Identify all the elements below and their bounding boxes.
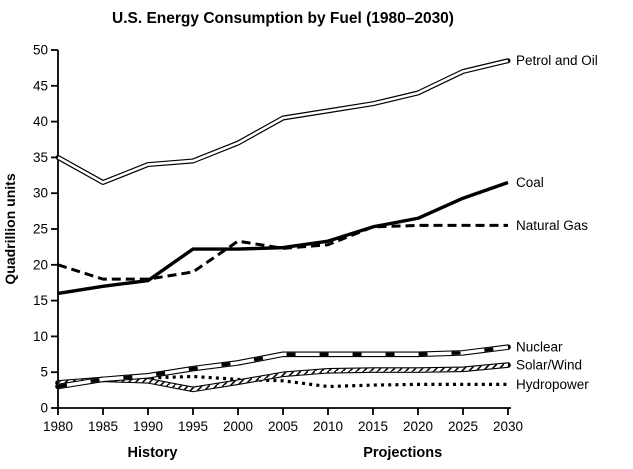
series-line-coal [57,180,509,296]
series-line-hydropower [57,374,508,389]
x-axis-annotations: History Projections [128,445,443,461]
x-tick-label-2015: 2015 [358,419,388,434]
x-tick-label-1995: 1995 [178,419,208,434]
y-tick-label-30: 30 [33,186,48,201]
series-line-natural-gas [57,223,508,281]
x-tick-label-2010: 2010 [313,419,343,434]
x-tick-label-2005: 2005 [268,419,298,434]
y-tick-label-35: 35 [33,150,48,165]
y-tick-label-25: 25 [33,222,48,237]
series-label-petrol-and-oil: Petrol and Oil [516,53,598,68]
x-axis-annotation-history: History [128,445,178,461]
series-line-nuclear-inner [57,345,509,389]
y-tick-label-20: 20 [33,257,48,272]
y-tick-label-15: 15 [33,293,48,308]
series-labels: Petrol and Oil Coal Natural Gas Nuclear Sola… [516,53,598,392]
x-tick-label-1990: 1990 [133,419,163,434]
x-tick-label-1980: 1980 [43,419,73,434]
y-axis-label: Quadrillion units [2,173,18,284]
y-tick-label-5: 5 [40,365,48,380]
series-line-solar-wind-hatch [57,363,509,392]
series-label-natural-gas: Natural Gas [516,218,588,233]
chart-title: U.S. Energy Consumption by Fuel (1980–20… [112,10,454,27]
x-tick-label-1985: 1985 [88,419,118,434]
x-tick-label-2020: 2020 [403,419,433,434]
y-tick-label-10: 10 [33,329,48,344]
series-line-petrol-and-oil-inner [57,59,509,184]
x-tick-label-2025: 2025 [448,419,478,434]
x-tick-label-2030: 2030 [493,419,523,434]
series-line-petrol-and-oil [55,58,511,185]
x-axis-annotation-projections: Projections [363,445,442,461]
series-label-hydropower: Hydropower [516,377,589,392]
x-tick-label-2000: 2000 [223,419,253,434]
y-tick-label-0: 0 [40,401,48,416]
series-label-solar-wind: Solar/Wind [516,358,582,373]
y-tick-label-40: 40 [33,114,48,129]
series-label-nuclear: Nuclear [516,340,563,355]
y-tick-label-45: 45 [33,78,48,93]
series-lines [55,58,511,393]
series-label-coal: Coal [516,175,544,190]
y-tick-label-50: 50 [33,43,48,58]
